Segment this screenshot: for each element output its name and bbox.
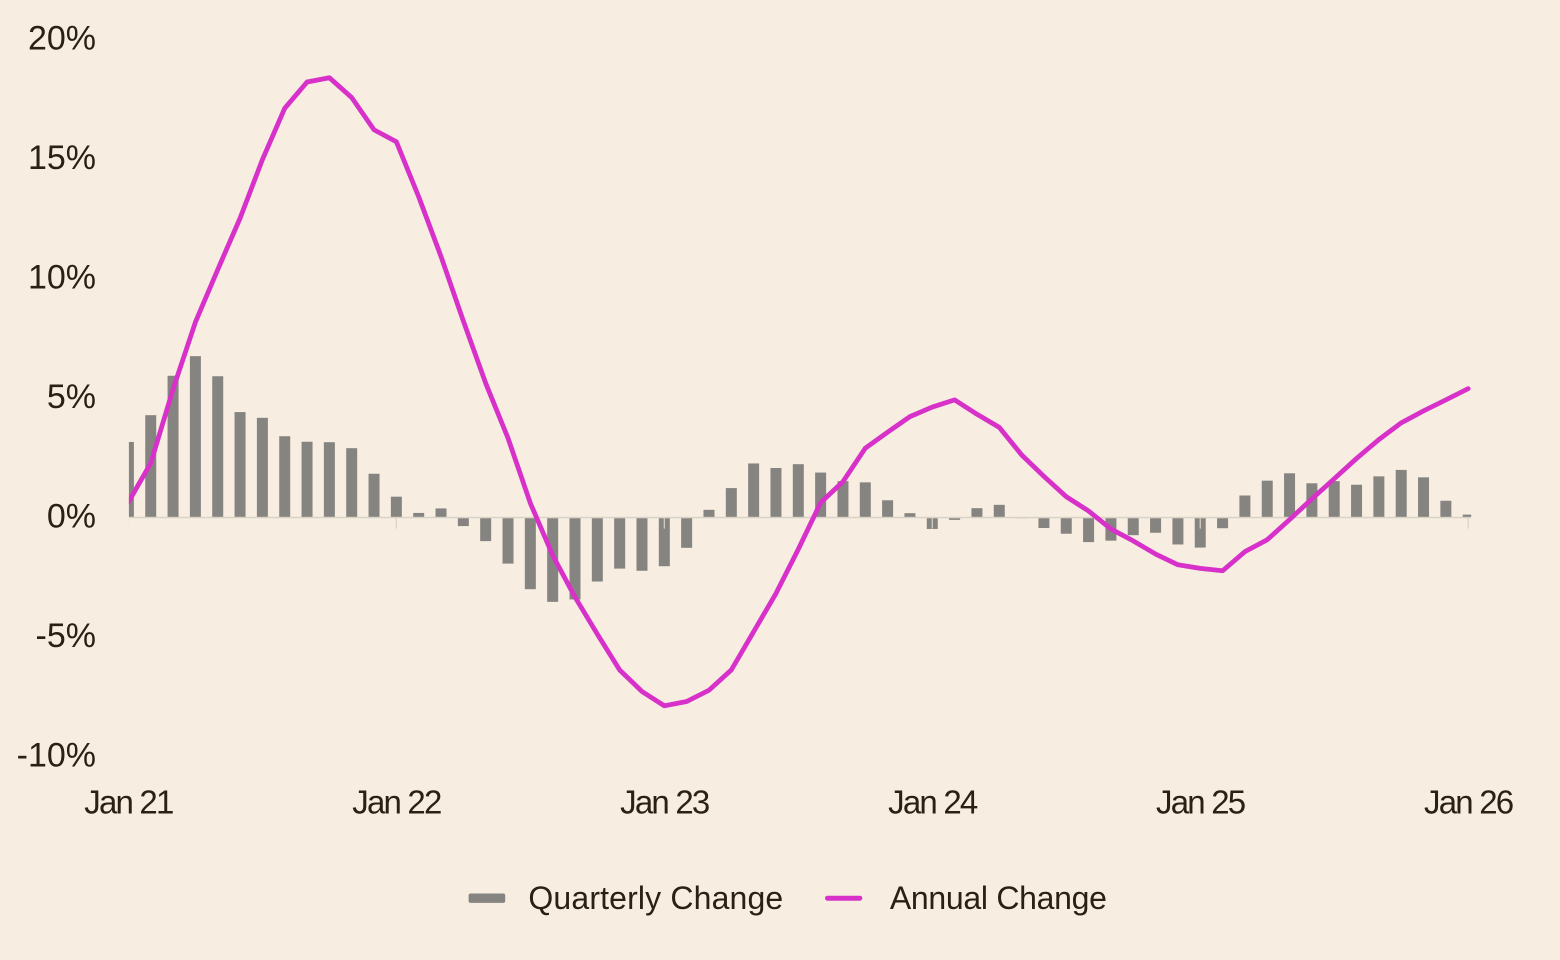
svg-text:Jan 26: Jan 26 bbox=[1424, 783, 1513, 820]
svg-text:Annual Change: Annual Change bbox=[890, 880, 1107, 916]
svg-text:Jan 24: Jan 24 bbox=[888, 783, 978, 820]
svg-text:Jan 21: Jan 21 bbox=[84, 783, 173, 820]
svg-text:20%: 20% bbox=[28, 19, 96, 57]
svg-text:Jan 23: Jan 23 bbox=[620, 783, 709, 820]
svg-text:Quarterly Change: Quarterly Change bbox=[528, 880, 783, 916]
svg-text:-10%: -10% bbox=[17, 736, 96, 774]
svg-text:0%: 0% bbox=[47, 497, 96, 535]
svg-text:5%: 5% bbox=[47, 378, 96, 416]
svg-text:Jan 22: Jan 22 bbox=[352, 783, 441, 820]
svg-text:-5%: -5% bbox=[36, 617, 96, 655]
svg-text:15%: 15% bbox=[28, 139, 96, 177]
svg-text:Jan 25: Jan 25 bbox=[1156, 783, 1245, 820]
svg-text:10%: 10% bbox=[28, 258, 96, 296]
